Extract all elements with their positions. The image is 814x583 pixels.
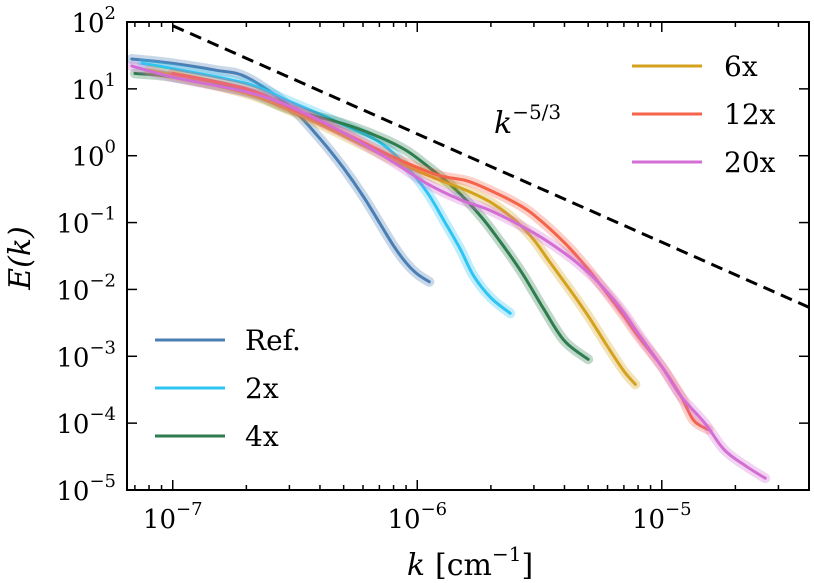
tick-layer: 10−7 10−6 10−510210110010−110−210−310−410−… — [56, 3, 810, 535]
legend-label-20x: 20x — [724, 146, 776, 179]
y-tick-label-base: 10 — [71, 143, 104, 173]
y-tick-label: 102 — [71, 3, 116, 39]
x-axis-label-close: ] — [521, 548, 533, 583]
y-tick-label: 10−5 — [56, 471, 116, 507]
y-tick-label-base: 10 — [56, 276, 89, 306]
series-line-ref — [130, 57, 431, 284]
reference-line — [172, 24, 809, 309]
y-tick-label-exp: 2 — [105, 3, 116, 24]
y-axis-label: E(k) — [3, 226, 38, 291]
x-tick-label: 10−7 — [143, 499, 203, 535]
y-tick-label: 10−4 — [56, 404, 116, 440]
y-tick-label-base: 10 — [56, 343, 89, 373]
reference-layer — [172, 24, 809, 309]
plot-frame — [126, 21, 810, 491]
y-tick-label-exp: −3 — [89, 337, 116, 358]
x-tick-label: 10−6 — [387, 499, 447, 535]
y-tick-label-exp: −1 — [89, 204, 116, 225]
x-tick-label-exp: −7 — [176, 499, 203, 520]
x-axis-label-unit: [cm — [435, 548, 492, 583]
legend-lower-left: Ref. 2x 4x — [155, 324, 301, 453]
legend-label-4x: 4x — [245, 420, 279, 453]
y-tick-label-base: 10 — [71, 76, 104, 106]
y-tick-label: 10−1 — [56, 204, 116, 240]
y-tick-label: 100 — [71, 137, 116, 173]
y-tick-label-base: 10 — [56, 477, 89, 507]
x-axis-label-base: k — [407, 548, 425, 583]
series-line-6x — [147, 68, 637, 386]
legend-label-2x: 2x — [245, 372, 279, 405]
legend-layer: Ref. 2x 4x 6x 12x 20x — [155, 50, 776, 453]
slope-annotation-base: k — [494, 106, 512, 141]
x-tick-label: 10−5 — [632, 499, 692, 535]
x-tick-label-base: 10 — [632, 505, 665, 535]
legend-upper-right: 6x 12x 20x — [632, 50, 776, 179]
y-tick-label-base: 10 — [71, 9, 104, 39]
y-tick-label-exp: 0 — [105, 137, 116, 158]
x-tick-label-base: 10 — [387, 505, 420, 535]
x-axis-label-exp: −1 — [492, 542, 521, 566]
x-tick-label-exp: −6 — [421, 499, 448, 520]
slope-annotation: k−5/3 — [494, 100, 561, 141]
y-tick-label-exp: 1 — [105, 70, 116, 91]
slope-annotation-exp: −5/3 — [512, 100, 561, 124]
x-tick-label-exp: −5 — [665, 499, 692, 520]
x-axis-label: k [cm−1] — [407, 542, 533, 583]
y-tick-label-exp: −5 — [89, 471, 116, 492]
series-line-20x — [130, 64, 767, 480]
y-tick-label: 10−3 — [56, 337, 116, 373]
y-tick-label-exp: −4 — [89, 404, 116, 425]
y-tick-label-exp: −2 — [89, 270, 116, 291]
y-tick-label: 10−2 — [56, 270, 116, 306]
y-tick-label-base: 10 — [56, 210, 89, 240]
x-tick-label-base: 10 — [143, 505, 176, 535]
legend-label-6x: 6x — [724, 50, 758, 83]
series-layer — [127, 54, 771, 484]
y-tick-label-base: 10 — [56, 410, 89, 440]
y-tick-label: 101 — [71, 70, 116, 106]
legend-label-12x: 12x — [724, 98, 776, 131]
legend-label-ref: Ref. — [245, 324, 301, 357]
